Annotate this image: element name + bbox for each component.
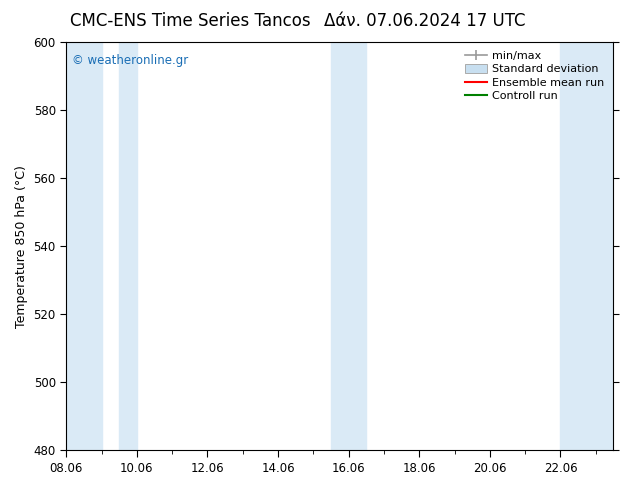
Text: CMC-ENS Time Series Tancos: CMC-ENS Time Series Tancos: [70, 12, 311, 30]
Y-axis label: Temperature 850 hPa (°C): Temperature 850 hPa (°C): [15, 165, 28, 327]
Bar: [349, 42, 366, 450]
Text: Δάν. 07.06.2024 17 UTC: Δάν. 07.06.2024 17 UTC: [324, 12, 526, 30]
Bar: [578, 42, 614, 450]
Bar: [331, 42, 349, 450]
Bar: [119, 42, 137, 450]
Bar: [66, 42, 101, 450]
Bar: [560, 42, 578, 450]
Legend: min/max, Standard deviation, Ensemble mean run, Controll run: min/max, Standard deviation, Ensemble me…: [461, 48, 608, 105]
Text: © weatheronline.gr: © weatheronline.gr: [72, 54, 188, 67]
